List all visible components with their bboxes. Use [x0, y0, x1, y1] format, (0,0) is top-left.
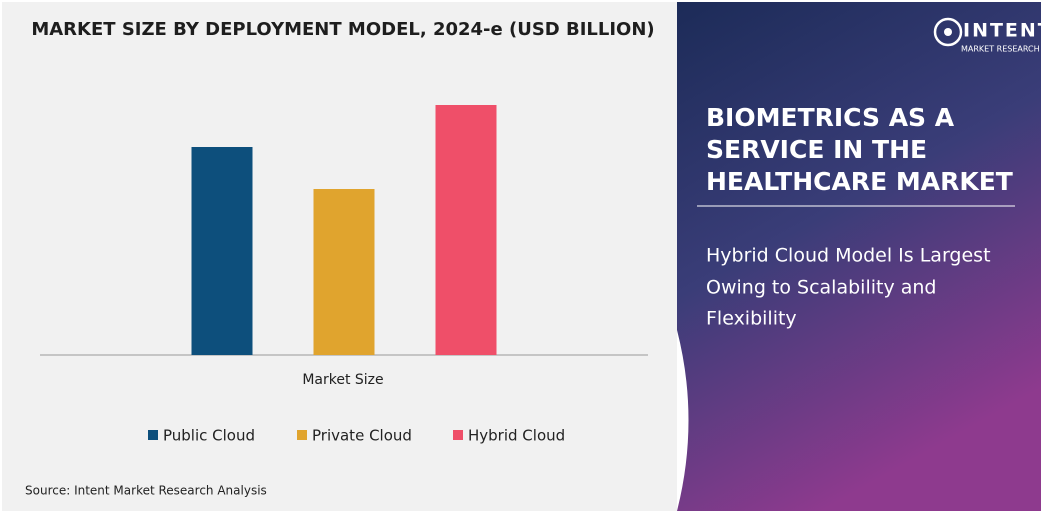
headline: BIOMETRICS AS A — [706, 103, 955, 132]
chart-title: MARKET SIZE BY DEPLOYMENT MODEL, 2024-e … — [31, 19, 654, 40]
legend-label: Private Cloud — [312, 427, 412, 445]
headline: SERVICE IN THE — [706, 135, 927, 164]
bar — [313, 189, 375, 355]
logo-icon — [933, 17, 963, 47]
headline: HEALTHCARE MARKET — [706, 167, 1013, 196]
legend-label: Public Cloud — [163, 427, 255, 445]
subheadline: Owing to Scalability and — [706, 277, 936, 299]
brand-name: INTENT — [963, 20, 1043, 42]
legend-swatch — [453, 430, 463, 440]
logo: INTENT MARKET RESEARCH — [933, 17, 1043, 54]
source: Source: Intent Market Research Analysis — [25, 484, 267, 498]
logo-icon-dot — [944, 28, 952, 36]
brand-tagline: MARKET RESEARCH — [961, 45, 1040, 54]
legend-label: Hybrid Cloud — [468, 427, 565, 445]
legend-swatch — [297, 430, 307, 440]
subheadline: Flexibility — [706, 308, 797, 330]
info-panel — [677, 2, 1041, 511]
x-tick-label: Market Size — [302, 372, 383, 388]
legend-swatch — [148, 430, 158, 440]
bar — [435, 105, 497, 355]
bar — [191, 147, 253, 355]
subheadline: Hybrid Cloud Model Is Largest — [706, 245, 991, 267]
